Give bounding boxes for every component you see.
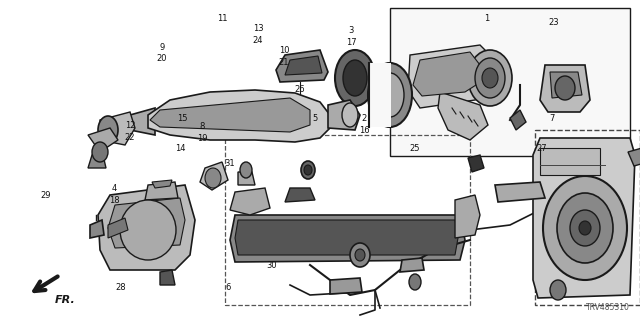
Text: 9: 9: [159, 43, 164, 52]
Text: 15: 15: [177, 114, 188, 123]
Text: 11: 11: [217, 13, 227, 22]
Ellipse shape: [550, 280, 566, 300]
Polygon shape: [540, 148, 600, 175]
Ellipse shape: [468, 50, 512, 106]
Polygon shape: [408, 45, 495, 108]
Ellipse shape: [482, 68, 498, 88]
Text: 19: 19: [196, 133, 207, 142]
Polygon shape: [285, 56, 322, 75]
Bar: [225, 135, 470, 305]
Ellipse shape: [120, 200, 176, 260]
Bar: [369, 63, 391, 127]
Polygon shape: [230, 215, 465, 262]
Polygon shape: [150, 98, 310, 132]
Polygon shape: [160, 270, 175, 285]
Ellipse shape: [240, 162, 252, 178]
Ellipse shape: [579, 221, 591, 235]
Text: 17: 17: [346, 37, 356, 46]
Polygon shape: [148, 90, 330, 142]
Polygon shape: [98, 185, 195, 270]
Polygon shape: [88, 128, 118, 152]
Bar: [535, 130, 640, 305]
Polygon shape: [230, 188, 270, 215]
Text: 8: 8: [199, 122, 205, 131]
Polygon shape: [145, 182, 178, 200]
Polygon shape: [455, 195, 480, 238]
Text: 2: 2: [362, 114, 367, 123]
Ellipse shape: [335, 50, 375, 106]
Polygon shape: [328, 100, 360, 130]
Text: 13: 13: [253, 23, 263, 33]
Text: 27: 27: [537, 143, 547, 153]
Text: 29: 29: [41, 190, 51, 199]
Polygon shape: [533, 138, 635, 298]
Ellipse shape: [92, 142, 108, 162]
Text: TRV485310: TRV485310: [586, 303, 630, 312]
Ellipse shape: [475, 58, 505, 98]
Polygon shape: [100, 112, 135, 145]
Ellipse shape: [98, 116, 118, 144]
Ellipse shape: [205, 168, 221, 188]
Polygon shape: [510, 110, 526, 130]
Text: 4: 4: [111, 183, 116, 193]
Text: 31: 31: [225, 158, 236, 167]
Ellipse shape: [301, 161, 315, 179]
Text: 26: 26: [294, 84, 305, 93]
Text: 25: 25: [410, 143, 420, 153]
Text: 14: 14: [175, 143, 185, 153]
Text: 24: 24: [253, 36, 263, 44]
Polygon shape: [438, 92, 488, 140]
Ellipse shape: [376, 73, 404, 117]
Text: 3: 3: [348, 26, 354, 35]
Text: 28: 28: [116, 284, 126, 292]
Text: 22: 22: [125, 132, 135, 141]
Text: 30: 30: [267, 260, 277, 269]
Text: 5: 5: [312, 114, 317, 123]
Text: 16: 16: [358, 125, 369, 134]
Text: 7: 7: [549, 114, 555, 123]
Polygon shape: [108, 198, 185, 248]
Polygon shape: [200, 162, 228, 190]
Text: 21: 21: [279, 58, 289, 67]
Ellipse shape: [557, 193, 613, 263]
Polygon shape: [495, 182, 545, 202]
Ellipse shape: [350, 243, 370, 267]
Polygon shape: [628, 148, 640, 166]
Ellipse shape: [343, 60, 367, 96]
Polygon shape: [90, 220, 104, 238]
Polygon shape: [330, 278, 362, 294]
Polygon shape: [238, 172, 255, 185]
Polygon shape: [152, 180, 172, 188]
Text: 23: 23: [548, 18, 559, 27]
Text: 10: 10: [279, 45, 289, 54]
Ellipse shape: [368, 63, 412, 127]
Polygon shape: [108, 218, 128, 238]
Text: 20: 20: [157, 53, 167, 62]
Polygon shape: [540, 65, 590, 112]
Polygon shape: [235, 220, 458, 255]
Bar: [390, 8, 630, 156]
Polygon shape: [468, 155, 484, 172]
Ellipse shape: [304, 165, 312, 175]
Ellipse shape: [543, 176, 627, 280]
Polygon shape: [285, 188, 315, 202]
Text: 6: 6: [225, 284, 230, 292]
Ellipse shape: [409, 274, 421, 290]
Ellipse shape: [342, 103, 358, 127]
Polygon shape: [400, 258, 424, 272]
Polygon shape: [130, 108, 155, 135]
Text: FR.: FR.: [55, 295, 76, 305]
Ellipse shape: [355, 249, 365, 261]
Text: 18: 18: [109, 196, 119, 204]
Polygon shape: [413, 52, 480, 96]
Text: 1: 1: [484, 13, 490, 22]
Ellipse shape: [555, 76, 575, 100]
Text: 12: 12: [125, 121, 135, 130]
Polygon shape: [550, 72, 582, 98]
Polygon shape: [276, 50, 328, 82]
Polygon shape: [88, 155, 106, 168]
Ellipse shape: [570, 210, 600, 246]
